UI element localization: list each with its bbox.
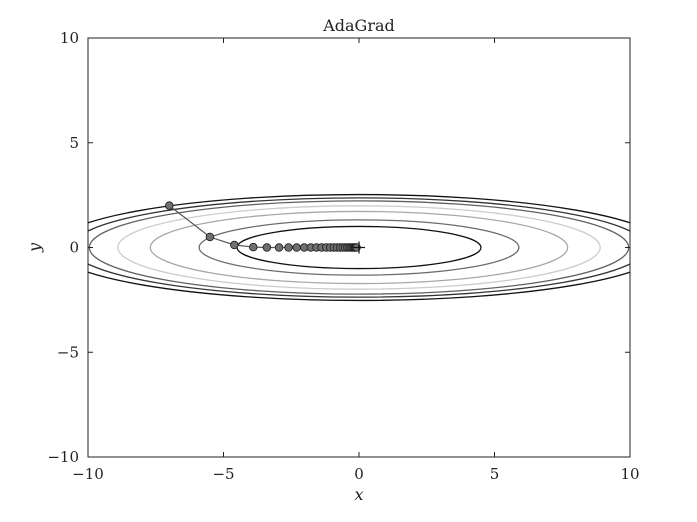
y-axis-label: y	[25, 242, 44, 253]
y-tick-label: 0	[69, 239, 79, 257]
path-point	[230, 240, 239, 250]
x-tick-label: 10	[620, 465, 639, 483]
path-point	[205, 232, 215, 242]
contour-line-3	[149, 210, 569, 285]
path-point	[262, 243, 272, 252]
contour-line-4	[117, 205, 601, 290]
contour-line-2	[198, 219, 520, 276]
y-tick-label: −5	[57, 343, 79, 361]
y-tick-label: −10	[47, 448, 79, 466]
path-point	[274, 243, 284, 252]
chart-title: AdaGrad	[322, 16, 395, 35]
path-point	[292, 243, 301, 252]
axis-ticks: −10 −5 0 5 10 −10 −5 0 5 10	[47, 29, 639, 483]
x-tick-label: 0	[354, 465, 364, 483]
contour-line-7	[88, 193, 630, 302]
path-point	[284, 243, 293, 252]
x-tick-label: −5	[212, 465, 234, 483]
optimizer-path	[165, 201, 365, 254]
x-tick-label: 5	[490, 465, 500, 483]
y-tick-label: 5	[69, 134, 79, 152]
path-point	[165, 201, 174, 210]
x-axis-label: x	[354, 485, 363, 504]
y-tick-label: 10	[60, 29, 79, 47]
path-point	[249, 242, 258, 252]
contour-line-6	[88, 197, 630, 298]
x-tick-label: −10	[72, 465, 104, 483]
